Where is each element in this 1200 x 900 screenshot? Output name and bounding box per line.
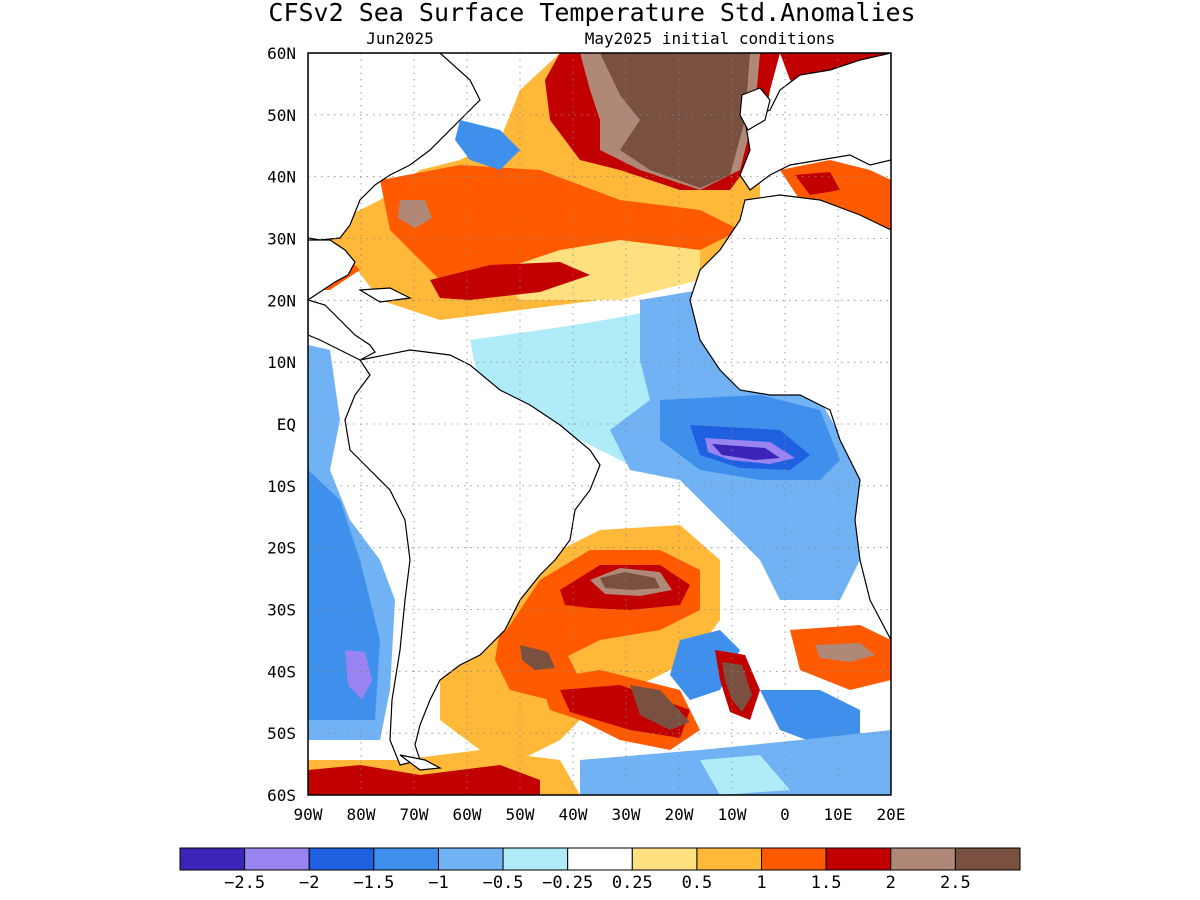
land-north-america-southeast (308, 239, 356, 301)
longitude-tick-label: 40W (559, 805, 588, 824)
colorbar-swatch (696, 847, 763, 871)
land-central-america (308, 299, 376, 361)
land-europe (739, 53, 891, 191)
colorbar-tick-label: −2.5 (224, 873, 265, 893)
latitude-tick-label: 30N (267, 230, 296, 249)
colorbar-swatch (437, 847, 504, 871)
anomaly-region-core-cool-gulf-guinea (712, 444, 780, 460)
land-south-america (344, 349, 601, 766)
longitude-tick-label: 80W (347, 805, 376, 824)
longitude-axis: 90W 80W 70W 60W 50W 40W 30W 20W 10W 0 10E 20E (294, 805, 906, 824)
colorbar-swatch (825, 847, 892, 871)
subtitle-forecast-month: Jun2025 (366, 29, 433, 48)
longitude-tick-label: 90W (294, 805, 323, 824)
gridlines (308, 53, 891, 795)
colorbar-tick-label: −0.25 (542, 873, 593, 893)
anomaly-region-strong-warm-south-atlantic-40s (560, 685, 690, 738)
latitude-tick-label: 60N (267, 44, 296, 63)
longitude-tick-label: 20E (877, 805, 906, 824)
land-tierra-del-fuego (399, 754, 443, 771)
anomaly-region-extreme-warm-sargasso (398, 200, 432, 228)
colorbar-swatch (244, 847, 310, 871)
longitude-tick-label: 50W (506, 805, 535, 824)
colorbar-tick-label: 2.5 (940, 873, 971, 893)
land (308, 53, 891, 771)
latitude-tick-label: 20N (267, 291, 296, 310)
latitude-tick-label: 30S (267, 601, 296, 620)
latitude-tick-label: EQ (277, 415, 296, 434)
latitude-tick-label: 20S (267, 539, 296, 558)
colorbar (179, 847, 1021, 871)
anomaly-region-extreme-warm-subpolar (600, 53, 750, 188)
colorbar-swatch (308, 847, 375, 871)
latitude-tick-label: 10N (267, 353, 296, 372)
anomaly-region-slight-cool-southern-ocean (700, 755, 790, 795)
colorbar-swatch (567, 847, 633, 871)
longitude-tick-label: 10E (824, 805, 853, 824)
anomaly-region-strong-warm-north-atlantic (430, 262, 590, 300)
colorbar-tick-label: 0.5 (682, 873, 713, 893)
colorbar-tick-label: −0.5 (483, 873, 524, 893)
longitude-tick-label: 10W (718, 805, 747, 824)
longitude-tick-label: 20W (665, 805, 694, 824)
anomaly-region-extreme-warm-south-atlantic-40s (630, 685, 690, 730)
colorbar-labels: −2.5 −2 −1.5 −1 −0.5 −0.25 0.25 0.5 1 1.5 2 2.5 (224, 873, 971, 893)
land-caribbean-islands (358, 287, 413, 303)
latitude-tick-label: 50S (267, 724, 296, 743)
colorbar-swatch (179, 847, 246, 871)
colorbar-swatch (373, 847, 439, 871)
colorbar-tick-label: 1.5 (811, 873, 842, 893)
anomaly-region-strong-warm-southern-ocean (308, 765, 540, 795)
colorbar-tick-label: 1 (756, 873, 766, 893)
anomaly-region-core-warm-south-atlantic (600, 572, 660, 590)
latitude-tick-label: 40N (267, 168, 296, 187)
anomaly-region-cool-labrador-patch (455, 120, 520, 170)
colorbar-tick-label: 2 (886, 873, 896, 893)
latitude-axis: 60N 50N 40N 30N 20N 10N EQ 10S 20S 30S 40S 50S 60S (267, 44, 296, 805)
land-uk-ireland (739, 87, 771, 131)
anomaly-region-extreme-warm-argentine-shelf (520, 645, 555, 670)
map-frame (307, 52, 892, 796)
anomaly-region-strong-warm-mediterranean (795, 172, 840, 195)
subtitle-initial-conditions: May2025 initial conditions (585, 29, 835, 48)
colorbar-tick-label: −1 (428, 873, 448, 893)
longitude-tick-label: 70W (400, 805, 429, 824)
latitude-tick-label: 50N (267, 106, 296, 125)
colorbar-swatch (502, 847, 569, 871)
map-panel (308, 53, 891, 795)
anomaly-region-extreme-cool-pacific-edge (345, 650, 372, 700)
colorbar-tick-label: 0.25 (612, 873, 653, 893)
colorbar-swatch (954, 847, 1021, 871)
longitude-tick-label: 30W (612, 805, 641, 824)
colorbar-swatch (761, 847, 827, 871)
anomaly-region-moderate-warm-north-atlantic (380, 165, 740, 290)
colorbar-tick-label: −1.5 (353, 873, 394, 893)
colorbar-swatch (631, 847, 698, 871)
anomaly-region-extreme-warm-agulhas (815, 643, 875, 662)
land-africa (689, 194, 891, 641)
longitude-tick-label: 60W (453, 805, 482, 824)
map-title: CFSv2 Sea Surface Temperature Std.Anomal… (268, 0, 915, 27)
colorbar-tick-label: −2 (299, 873, 319, 893)
colorbar-swatch (890, 847, 956, 871)
latitude-tick-label: 40S (267, 662, 296, 681)
latitude-tick-label: 10S (267, 477, 296, 496)
longitude-tick-label: 0 (780, 805, 790, 824)
latitude-tick-label: 60S (267, 786, 296, 805)
land-north-america (308, 53, 481, 241)
anomaly-region-extreme-warm-south-atlantic-20w (722, 662, 752, 712)
